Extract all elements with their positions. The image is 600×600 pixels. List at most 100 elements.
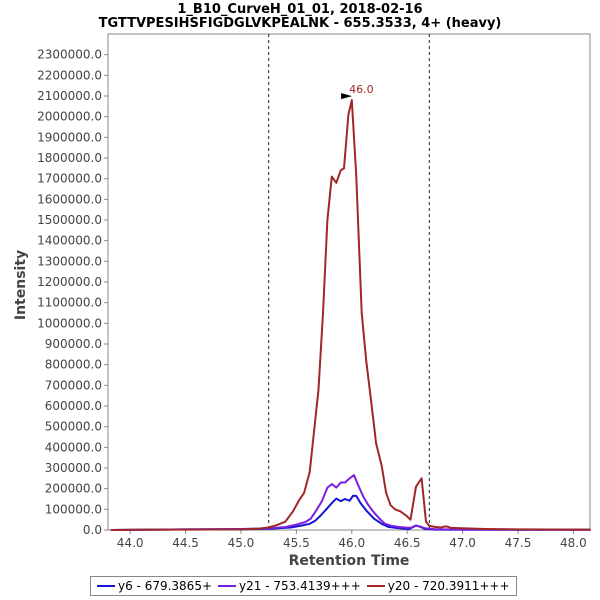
series-point (344, 498, 346, 500)
series-point (322, 312, 324, 314)
series-point (330, 175, 333, 178)
series-point (445, 525, 447, 528)
series-point (284, 526, 287, 528)
series-point (355, 173, 358, 176)
series-point (308, 471, 311, 473)
series-point (335, 497, 338, 500)
legend-item: y20 - 720.3911+++ (366, 579, 510, 593)
peak-arrow-icon (341, 93, 353, 100)
series-point (409, 527, 412, 529)
series-point (434, 528, 436, 531)
chart-title: 1_B10_CurveH_01_01, 2018-02-16 (177, 2, 422, 17)
series-point (461, 527, 464, 530)
series-point (348, 477, 351, 480)
integration-boundaries (268, 34, 430, 530)
chart-subtitle: TGTTVPESIHSFIGDGLVKPEALNK - 655.3533, 4+… (99, 16, 502, 31)
series-point (339, 169, 342, 172)
series-point (450, 527, 453, 529)
y-tick-label: 1700000.0 (37, 172, 102, 186)
y-tick-label: 300000.0 (45, 461, 102, 475)
series-point (399, 510, 402, 513)
series-point (365, 359, 368, 362)
x-tick-label: 44.5 (172, 536, 199, 550)
x-axis-ticks: 44.0 44.5 45.0 45.5 46.0 46.5 47.0 47.5 48.0 (117, 530, 587, 550)
series-point (409, 518, 412, 521)
legend-swatch (218, 585, 237, 587)
legend-item: y6 - 679.3865+ (97, 579, 212, 593)
series-point (419, 525, 422, 528)
series-point (362, 495, 364, 497)
series-point (284, 520, 287, 523)
x-tick-label: 48.0 (560, 536, 587, 550)
series-point (425, 520, 427, 523)
series-point (335, 181, 338, 184)
series-point (319, 514, 322, 517)
series-point (308, 522, 311, 525)
series-point (313, 429, 315, 432)
y-tick-label: 1500000.0 (37, 213, 102, 227)
series-point (373, 511, 375, 514)
series-point (295, 523, 298, 526)
y-tick-label: 400000.0 (45, 440, 102, 454)
legend-label: y20 - 720.3911+++ (387, 579, 510, 593)
series-point (352, 495, 354, 497)
legend-item: y21 - 753.4139+++ (218, 579, 361, 593)
y-tick-label: 2300000.0 (37, 48, 102, 62)
series-point (335, 486, 338, 489)
y-tick-label: 1600000.0 (37, 192, 102, 206)
series-point (375, 442, 377, 445)
y-axis-label: Intensity (13, 250, 29, 320)
y-axis-ticks: 0.0 100000.0 200000.0 300000.0 400000.0 50000… (37, 48, 108, 537)
series-point (292, 510, 294, 513)
peak-annotation-group: 46.0 (341, 83, 374, 100)
y-tick-label: 1200000.0 (37, 275, 102, 289)
series-point (256, 527, 259, 530)
x-tick-label: 44.0 (117, 536, 144, 550)
series-point (415, 485, 417, 488)
series-point (367, 504, 370, 507)
series-point (289, 526, 292, 529)
series-point (325, 508, 328, 511)
series-point (483, 528, 486, 530)
series-point (326, 486, 329, 489)
series-point (389, 504, 392, 507)
series-point (357, 484, 360, 487)
y-tick-label: 1400000.0 (37, 234, 102, 248)
series-point (384, 522, 386, 525)
x-tick-label: 46.5 (394, 536, 421, 550)
y-tick-label: 900000.0 (45, 337, 102, 351)
series-point (317, 388, 320, 391)
series-point (397, 526, 400, 528)
y-tick-label: 700000.0 (45, 378, 102, 392)
series-point (315, 509, 318, 512)
series-point (370, 405, 373, 407)
series-point (350, 99, 353, 101)
series-point (240, 528, 242, 531)
series-line (111, 474, 591, 531)
series-point (321, 500, 323, 502)
series-point (387, 526, 390, 528)
series-point (347, 113, 350, 116)
series-line (111, 99, 591, 531)
y-tick-label: 200000.0 (45, 482, 102, 496)
y-tick-label: 1100000.0 (37, 296, 102, 310)
series-group (110, 99, 591, 531)
series-point (110, 529, 113, 531)
series-point (314, 519, 317, 522)
series-point (353, 474, 355, 477)
legend-label: y21 - 753.4139+++ (239, 579, 361, 593)
series-point (378, 517, 381, 520)
series-point (428, 525, 431, 527)
series-point (339, 500, 342, 502)
y-tick-label: 800000.0 (45, 358, 102, 372)
x-tick-label: 47.5 (505, 536, 532, 550)
y-tick-label: 2200000.0 (37, 68, 102, 82)
y-tick-label: 2100000.0 (37, 89, 102, 103)
series-point (309, 517, 312, 520)
y-tick-label: 1000000.0 (37, 316, 102, 330)
series-point (405, 514, 407, 517)
series-point (355, 495, 358, 497)
series-point (330, 502, 333, 504)
series-point (589, 528, 591, 531)
